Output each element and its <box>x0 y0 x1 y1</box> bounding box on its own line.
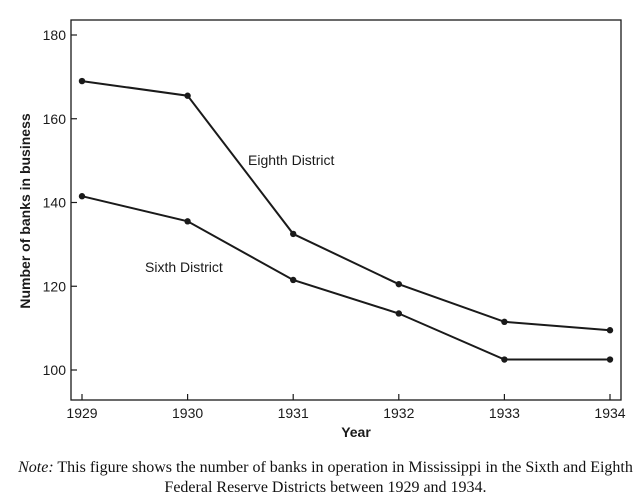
data-point <box>606 327 614 334</box>
series-label-eighth-district: Eighth District <box>248 152 334 168</box>
data-point <box>501 356 508 363</box>
note-lead: Note: <box>18 459 54 476</box>
x-axis-ticks: 1929 1930 1931 1932 1933 1934 <box>66 394 626 421</box>
series-label-sixth-district: Sixth District <box>145 259 223 275</box>
note-text: This figure shows the number of banks in… <box>53 459 633 496</box>
x-tick-label: 1934 <box>594 405 625 421</box>
figure-note: Note: This figure shows the number of ba… <box>18 458 633 498</box>
line-chart: 100 120 140 160 180 1929 1930 1931 1932 1933 1934… <box>17 19 626 440</box>
x-tick-label: 1930 <box>172 405 203 421</box>
y-tick-label: 160 <box>43 111 67 127</box>
data-point <box>606 356 614 363</box>
data-point <box>395 310 402 317</box>
x-tick-label: 1933 <box>489 405 520 421</box>
plot-border <box>70 19 622 401</box>
data-point <box>501 318 508 326</box>
data-point <box>290 276 297 284</box>
data-point <box>395 280 402 288</box>
x-tick-label: 1929 <box>66 405 97 421</box>
data-point <box>184 92 191 99</box>
plot-frame <box>70 19 622 401</box>
x-tick-label: 1931 <box>278 405 309 421</box>
series-line-eighth-district <box>81 80 611 332</box>
x-tick-label: 1932 <box>383 405 414 421</box>
data-point <box>78 77 86 85</box>
y-tick-label: 100 <box>43 362 67 378</box>
series-points <box>78 77 614 363</box>
y-tick-label: 140 <box>43 195 67 211</box>
y-axis-ticks: 100 120 140 160 180 <box>43 27 77 378</box>
data-point <box>78 193 86 200</box>
y-axis-title: Number of banks in business <box>17 113 33 308</box>
y-tick-label: 120 <box>43 278 67 294</box>
y-tick-label: 180 <box>43 27 67 43</box>
series-lines <box>81 80 611 361</box>
x-axis-title: Year <box>341 424 371 440</box>
data-point <box>290 230 297 238</box>
series-line-sixth-district <box>81 195 610 361</box>
data-point <box>184 218 191 225</box>
